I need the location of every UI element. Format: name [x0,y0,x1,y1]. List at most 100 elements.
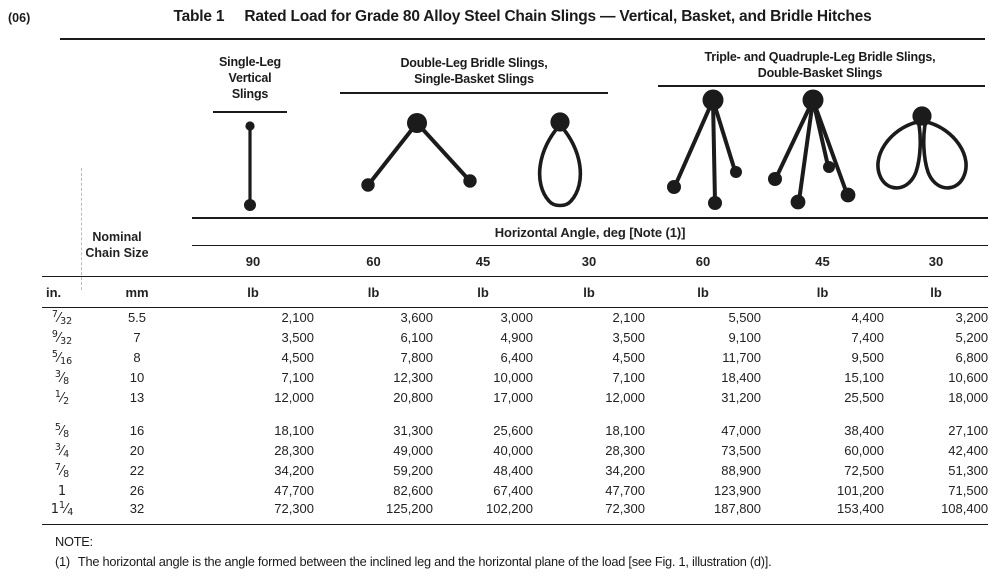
chain-size-in-cell: 5⁄8 [54,421,70,440]
single-leg-sling-icon [244,121,256,211]
load-cell: 47,700 [274,483,314,498]
unit-header: lb [533,276,645,308]
load-cell: 40,000 [493,443,533,458]
load-cell: 20,800 [393,390,433,405]
load-cell: 49,000 [393,443,433,458]
rated-load-table: Nominal Chain Size Horizontal Angle, deg… [42,217,989,525]
load-cell: 18,100 [605,423,645,438]
load-cell: 2,100 [612,310,645,326]
angle-column-header: 45 [815,253,830,269]
double-leg-bridle-icon [361,113,477,192]
load-cell: 10,600 [948,370,989,385]
figure-header: Single-Leg Vertical Slings Double-Leg Br… [42,45,988,217]
chain-size-in-cell: 3⁄4 [54,441,70,460]
load-cell: 28,300 [605,443,645,458]
load-cell: 102,200 [433,500,533,525]
table-row: 9⁄32 7 3,500 6,100 4,900 3,500 9,100 7,400 5,200 [42,328,988,348]
load-cell: 48,400 [493,463,533,478]
table-row: 5⁄16 8 4,500 7,800 6,400 4,500 11,700 9,500 6,80… [42,348,988,368]
load-cell: 123,900 [714,483,761,498]
load-cell: 47,000 [721,423,761,438]
unit-header: mm [82,276,192,308]
nominal-chain-size-label: Nominal Chain Size [85,229,149,260]
table-row: 7⁄8 22 34,200 59,200 48,400 34,200 88,900 72,50… [42,461,988,481]
chain-size-in-cell: 7⁄32 [51,308,73,327]
load-cell: 6,100 [400,330,433,345]
column-group-double-leg: Double-Leg Bridle Slings, Single-Basket … [400,56,548,86]
table-number: Table 1 [173,8,225,25]
table-row: 11⁄4 32 72,300 125,200 102,200 72,300 187,800 1… [42,500,989,525]
load-cell: 12,000 [274,390,314,405]
single-basket-icon [537,112,583,208]
quadruple-leg-bridle-icon [768,89,856,210]
load-cell: 4,500 [281,350,314,365]
revision-margin-tag: (06) [8,11,31,25]
load-cell: 17,000 [493,390,533,405]
note-text: The horizontal angle is the angle formed… [77,554,772,569]
load-cell: 6,800 [955,350,989,365]
table-body-large-sizes: 5⁄8 16 18,100 31,300 25,600 18,100 47,000 38,40… [42,421,989,525]
unit-header: lb [884,276,989,308]
load-cell: 7,800 [400,350,433,365]
nominal-chain-size-header: Nominal Chain Size [42,218,192,277]
chain-size-mm-cell: 26 [129,483,145,498]
chain-size-mm-cell: 13 [129,390,145,405]
load-cell: 34,200 [274,463,314,478]
load-cell: 72,500 [844,463,884,478]
load-cell: 4,900 [500,330,533,345]
load-cell: 10,000 [493,370,533,385]
angle-column-header: 60 [695,253,711,269]
table-row: 7⁄32 5.5 2,100 3,600 3,000 2,100 5,500 4,400 3,2… [42,308,988,328]
chain-size-in-cell: 5⁄16 [51,348,73,367]
load-cell: 72,300 [192,500,314,525]
load-cell: 51,300 [948,463,989,478]
column-group-triple-quad-leg: Triple- and Quadruple-Leg Bridle Slings,… [704,50,936,80]
chain-size-mm-cell: 7 [133,330,141,345]
chain-size-in-cell: 11⁄4 [42,500,82,525]
load-cell: 72,300 [533,500,645,525]
load-cell: 101,200 [837,483,884,498]
table-row: 3⁄4 20 28,300 49,000 40,000 28,300 73,500 60,00… [42,441,988,461]
unit-header: lb [645,276,761,308]
load-cell: 67,400 [493,483,533,498]
load-cell: 108,400 [884,500,989,525]
load-cell: 4,500 [612,350,645,365]
table-title-text: Rated Load for Grade 80 Alloy Steel Chai… [244,8,872,25]
note-item: (1) The horizontal angle is the angle for… [55,554,772,569]
load-cell: 11,700 [722,350,761,365]
load-cell: 3,500 [281,330,314,345]
unit-header: in. [42,276,82,308]
load-cell: 31,300 [393,423,433,438]
load-cell: 3,000 [500,310,533,326]
load-cell: 71,500 [948,483,989,498]
load-cell: 6,400 [500,350,533,365]
table-title: Table 1 Rated Load for Grade 80 Alloy Ste… [60,8,985,26]
load-cell: 42,400 [948,443,989,458]
table-row: 1⁄2 13 12,000 20,800 17,000 12,000 31,200 25,50… [42,388,988,408]
load-cell: 3,500 [612,330,645,345]
chain-size-mm-cell: 5.5 [127,310,147,326]
load-cell: 31,200 [721,390,761,405]
load-cell: 4,400 [851,310,884,326]
triple-leg-bridle-icon [667,89,742,210]
title-rule [60,38,985,40]
note-label: NOTE: [55,534,93,549]
load-cell: 7,100 [612,370,645,385]
load-cell: 7,400 [851,330,884,345]
load-cell: 12,000 [605,390,645,405]
load-cell: 28,300 [274,443,314,458]
load-cell: 73,500 [721,443,761,458]
chain-size-in-cell: 7⁄8 [54,461,70,480]
load-cell: 7,100 [281,370,314,385]
load-cell: 82,600 [393,483,433,498]
angle-row: 90 60 45 30 60 45 30 [42,246,988,277]
chain-size-in-cell: 9⁄32 [51,328,73,347]
load-cell: 3,600 [400,310,433,326]
group-underline-triple [658,85,985,87]
unit-header: lb [192,276,314,308]
load-cell: 153,400 [761,500,884,525]
load-cell: 9,500 [851,350,884,365]
angle-column-header: 45 [475,253,491,269]
load-cell: 9,100 [728,330,761,345]
